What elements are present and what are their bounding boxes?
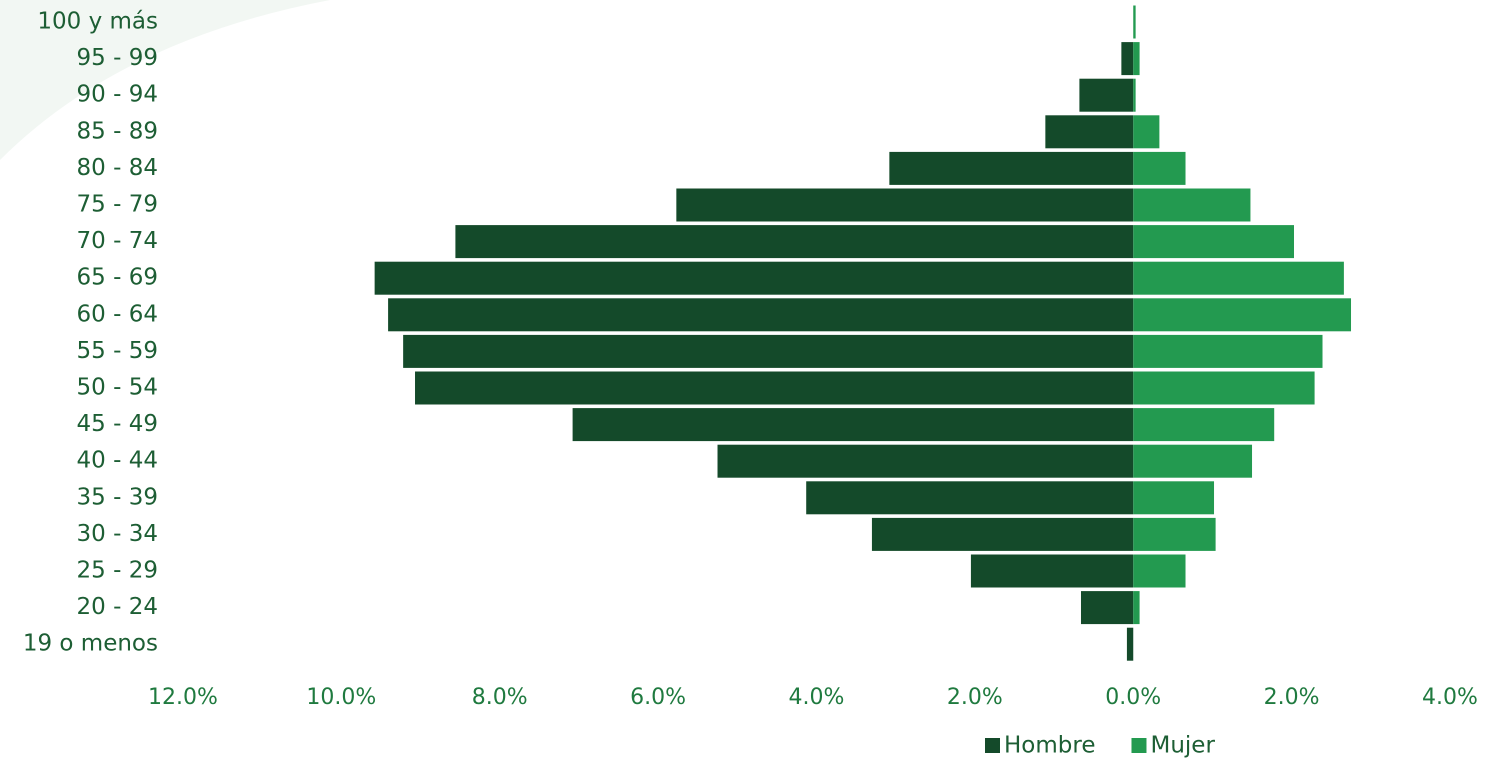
- x-tick-label: 0.0%: [1105, 685, 1161, 710]
- bar: [388, 298, 1134, 332]
- bar: [970, 554, 1134, 588]
- category-label: 95 - 99: [77, 45, 158, 71]
- bar: [1133, 298, 1352, 332]
- category-label: 40 - 44: [77, 448, 158, 474]
- bar: [403, 334, 1134, 368]
- bar: [1133, 334, 1323, 368]
- category-label: 30 - 34: [77, 521, 158, 547]
- category-label: 90 - 94: [77, 82, 158, 108]
- bar: [1133, 444, 1253, 478]
- bar: [1126, 627, 1134, 661]
- bar: [1133, 554, 1186, 588]
- category-label: 55 - 59: [77, 338, 158, 364]
- bar: [1080, 591, 1134, 625]
- bar: [1133, 5, 1136, 39]
- bar: [1133, 261, 1344, 295]
- category-label: 35 - 39: [77, 484, 158, 510]
- category-label: 20 - 24: [77, 594, 158, 620]
- bar: [1133, 591, 1140, 625]
- category-label: 45 - 49: [77, 411, 158, 437]
- bar: [1079, 78, 1134, 112]
- x-tick-label: 12.0%: [148, 685, 218, 710]
- bar: [572, 408, 1134, 442]
- x-tick-label: 2.0%: [947, 685, 1003, 710]
- bar: [1133, 151, 1186, 185]
- x-tick-label: 4.0%: [1422, 685, 1478, 710]
- legend-label: Mujer: [1150, 733, 1215, 759]
- bar: [1133, 78, 1136, 112]
- category-label: 19 o menos: [23, 631, 158, 657]
- bar: [1133, 517, 1216, 551]
- bar: [1133, 42, 1140, 76]
- category-label: 70 - 74: [77, 228, 158, 254]
- legend-swatch: [985, 738, 1000, 753]
- x-tick-label: 8.0%: [472, 685, 528, 710]
- bar: [374, 261, 1134, 295]
- bar: [455, 225, 1134, 259]
- background-decoration: [0, 0, 330, 160]
- bar: [1133, 408, 1275, 442]
- bar: [1133, 225, 1295, 259]
- x-tick-label: 10.0%: [306, 685, 376, 710]
- bar: [717, 444, 1134, 478]
- x-tick-label: 2.0%: [1264, 685, 1320, 710]
- bar: [1133, 371, 1315, 405]
- category-label: 80 - 84: [77, 155, 158, 181]
- bar: [415, 371, 1134, 405]
- category-label: 100 y más: [37, 9, 158, 35]
- bar: [1133, 115, 1160, 149]
- legend-swatch: [1131, 738, 1147, 753]
- category-label: 85 - 89: [77, 118, 158, 144]
- bar: [1133, 188, 1251, 222]
- legend-label: Hombre: [1004, 733, 1095, 759]
- category-label: 60 - 64: [77, 301, 158, 327]
- bar: [1045, 115, 1134, 149]
- bar: [871, 517, 1134, 551]
- x-tick-label: 4.0%: [789, 685, 845, 710]
- x-tick-label: 6.0%: [630, 685, 686, 710]
- bar: [889, 151, 1134, 185]
- bar: [1121, 42, 1134, 76]
- bar: [1133, 481, 1215, 515]
- category-label: 50 - 54: [77, 375, 158, 401]
- bar: [676, 188, 1134, 222]
- category-label: 75 - 79: [77, 192, 158, 218]
- category-label: 25 - 29: [77, 558, 158, 584]
- category-label: 65 - 69: [77, 265, 158, 291]
- bar: [806, 481, 1134, 515]
